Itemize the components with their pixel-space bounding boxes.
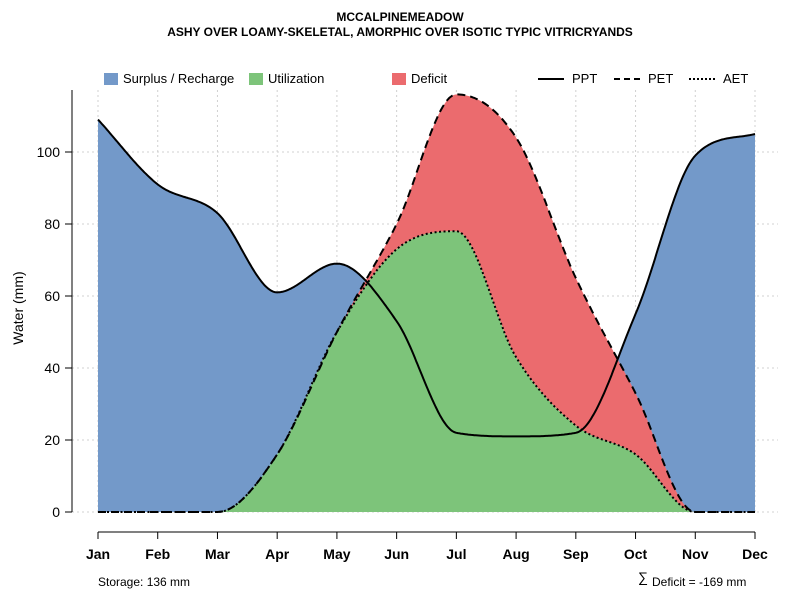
legend-pet: PET — [614, 71, 673, 86]
legend-surplus-label: Surplus / Recharge — [123, 71, 235, 86]
x-tick-label-jun: Jun — [384, 546, 409, 562]
series-line-aet — [98, 230, 755, 513]
x-tick-label-sep: Sep — [563, 546, 589, 562]
surplus-recharge-area — [98, 119, 755, 512]
chart-subtitle: ASHY OVER LOAMY-SKELETAL, AMORPHIC OVER … — [167, 25, 633, 39]
legend-utilization-swatch — [249, 72, 263, 85]
series-line-ppt — [97, 118, 756, 438]
x-tick-label-dec: Dec — [742, 546, 768, 562]
legend-utilization: Utilization — [249, 71, 324, 86]
chart-title: MCCALPINEMEADOW — [336, 10, 464, 24]
y-tick-label-20: 20 — [44, 432, 60, 448]
x-tick-label-nov: Nov — [682, 546, 709, 562]
legend-deficit-label: Deficit — [411, 71, 448, 86]
legend-surplus: Surplus / Recharge — [104, 71, 234, 86]
y-tick-label-60: 60 — [44, 288, 60, 304]
legend-pet-key — [614, 77, 640, 80]
legend-pet-label: PET — [648, 71, 674, 86]
x-tick-label-may: May — [323, 546, 350, 562]
y-tick-label-0: 0 — [52, 504, 60, 520]
legend-aet-key — [689, 77, 715, 80]
x-tick-label-feb: Feb — [145, 546, 170, 562]
legend-deficit-swatch — [392, 72, 406, 85]
legend-aet: AET — [689, 71, 748, 86]
y-tick-label-40: 40 — [44, 360, 60, 376]
legend-ppt-key — [538, 77, 564, 80]
storage-note: Storage: 136 mm — [98, 575, 191, 589]
legend-aet-label: AET — [723, 71, 749, 86]
x-tick-label-apr: Apr — [265, 546, 290, 562]
x-tick-label-jan: Jan — [86, 546, 110, 562]
utilization-area — [98, 231, 755, 512]
y-tick-label-80: 80 — [44, 216, 60, 232]
sum-symbol: ∑ — [638, 569, 648, 585]
x-tick-label-mar: Mar — [205, 546, 230, 562]
legend-deficit: Deficit — [392, 71, 447, 86]
y-tick-label-100: 100 — [37, 144, 61, 160]
x-tick-label-jul: Jul — [446, 546, 466, 562]
x-tick-label-oct: Oct — [624, 546, 648, 562]
legend-ppt-label: PPT — [572, 71, 598, 86]
x-tick-label-aug: Aug — [502, 546, 529, 562]
deficit-area — [98, 94, 755, 513]
legend-ppt: PPT — [538, 71, 597, 86]
legend-utilization-label: Utilization — [268, 71, 325, 86]
deficit-total-note: Deficit = -169 mm — [652, 575, 747, 589]
legend-surplus-swatch — [104, 72, 118, 85]
